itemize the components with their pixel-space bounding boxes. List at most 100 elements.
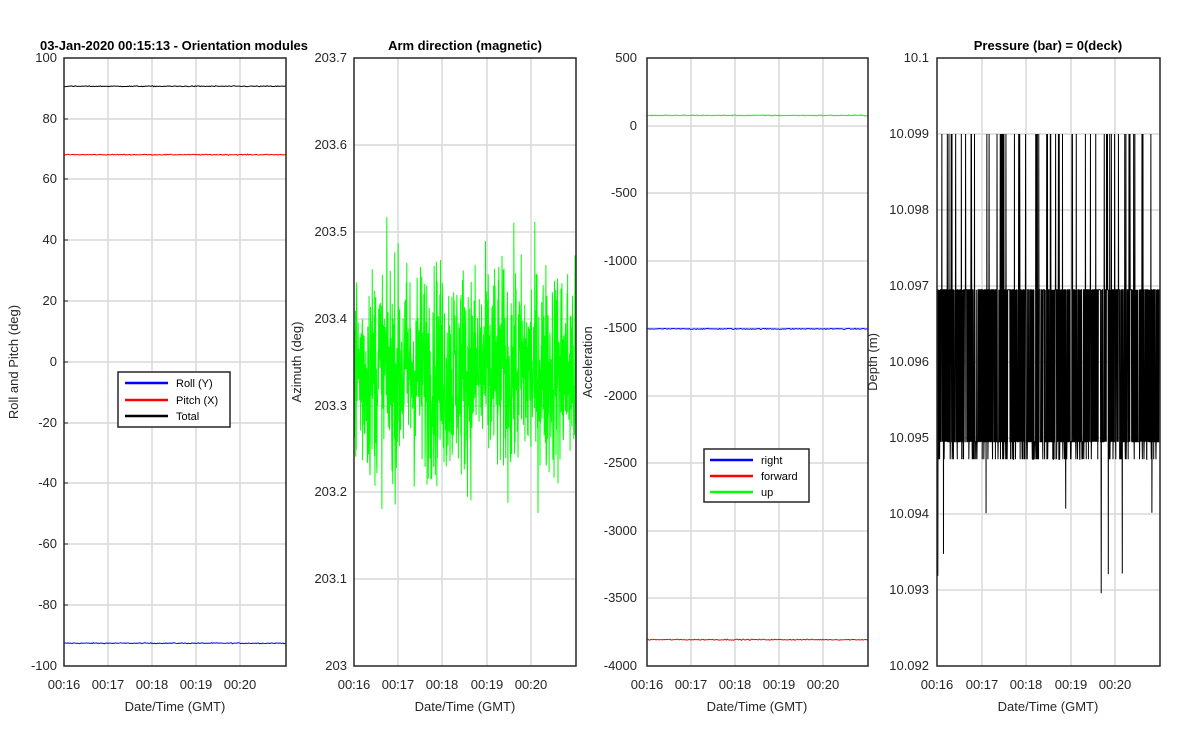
xtick-label: 00:20 [224,677,257,692]
ytick-label: 10.099 [889,126,929,141]
panel-pressure: Pressure (bar) = 0(deck) 10.1 10.099 10.… [865,38,1161,714]
panel-1-ytick-marks [64,57,68,667]
panel-3-axes-box [646,57,869,667]
panel-4-axes-box [936,57,1161,667]
ytick-label: -4000 [604,658,637,673]
panel-1-yticks: 100 80 60 40 20 0 -20 -40 -60 -80 -100 [31,50,57,673]
ytick-label: -3500 [604,590,637,605]
ytick-label: 10.092 [889,658,929,673]
panel-1-grid [64,58,286,666]
ytick-label: 10.093 [889,582,929,597]
ytick-label: -1000 [604,253,637,268]
xtick-label: 00:20 [807,677,840,692]
xtick-label: 00:19 [471,677,504,692]
panel-orientation: 03-Jan-2020 00:15:13 - Orientation modul… [6,38,308,714]
series-right-line [646,327,869,331]
panel-1-xticks: 00:16 00:17 00:18 00:19 00:20 [48,677,257,692]
ytick-label: -3000 [604,523,637,538]
panel-3-xlabel: Date/Time (GMT) [707,699,808,714]
series-roll-line [63,642,287,645]
ytick-label: 203 [325,658,347,673]
ytick-label: 10.095 [889,430,929,445]
xtick-label: 00:16 [48,677,81,692]
ytick-label: -60 [38,536,57,551]
ytick-label: 80 [43,111,57,126]
ytick-label: -20 [38,415,57,430]
ytick-label: 500 [615,50,637,65]
ytick-label: 0 [630,118,637,133]
panel-1-xlabel: Date/Time (GMT) [125,699,226,714]
panel-3-ylabel: Acceleration [580,326,595,398]
xtick-label: 00:18 [1010,677,1043,692]
xtick-label: 00:18 [426,677,459,692]
ytick-label: -2500 [604,455,637,470]
legend-label-total: Total [176,411,199,423]
panel-3-grid [647,58,868,666]
ytick-label: 40 [43,232,57,247]
series-depth-line [936,133,1161,594]
ytick-label: 203.7 [314,50,347,65]
legend-label-up: up [761,487,773,499]
ytick-label: 60 [43,171,57,186]
ytick-label: 203.3 [314,398,347,413]
panel-4-title: Pressure (bar) = 0(deck) [974,38,1122,53]
series-forward-line [646,638,869,641]
ytick-label: 0 [50,354,57,369]
xtick-label: 00:17 [966,677,999,692]
xtick-label: 00:20 [515,677,548,692]
legend-label-roll: Roll (Y) [176,378,213,390]
ytick-label: -2000 [604,388,637,403]
ytick-label: -1500 [604,320,637,335]
legend-label-forward: forward [761,471,798,483]
ytick-label: 10.096 [889,354,929,369]
panel-1-title: 03-Jan-2020 00:15:13 - Orientation modul… [40,38,308,53]
xtick-label: 00:20 [1099,677,1132,692]
ytick-label: 203.1 [314,571,347,586]
series-total-line [63,85,287,88]
xtick-label: 00:18 [719,677,752,692]
panel-2-ylabel: Azimuth (deg) [289,322,304,403]
ytick-label: -80 [38,597,57,612]
panel-2-axes-box [353,57,577,667]
xtick-label: 00:16 [631,677,664,692]
panel-4-xticks: 00:16 00:17 00:18 00:19 00:20 [921,677,1132,692]
ytick-label: 203.2 [314,484,347,499]
ytick-label: 203.5 [314,224,347,239]
series-pitch-line [63,153,287,156]
ytick-label: -40 [38,475,57,490]
ytick-label: 100 [35,50,57,65]
ytick-label: 203.4 [314,311,347,326]
ytick-label: 10.097 [889,278,929,293]
panel-2-yticks: 203.7 203.6 203.5 203.4 203.3 203.2 203.… [314,50,347,673]
ytick-label: 10.1 [904,50,929,65]
xtick-label: 00:17 [675,677,708,692]
ytick-label: -100 [31,658,57,673]
series-up-line [646,114,869,117]
legend-label-pitch: Pitch (X) [176,395,218,407]
xtick-label: 00:18 [136,677,169,692]
ytick-label: 20 [43,293,57,308]
panel-3-yticks: 500 0 -500 -1000 -1500 -2000 -2500 -3000… [604,50,637,673]
xtick-label: 00:19 [763,677,796,692]
panel-4-ylabel: Depth (m) [865,333,880,391]
panel-2-xlabel: Date/Time (GMT) [415,699,516,714]
panel-1-legend: Roll (Y) Pitch (X) Total [117,371,231,428]
panel-2-title: Arm direction (magnetic) [388,38,542,53]
xtick-label: 00:17 [382,677,415,692]
ytick-label: -500 [611,185,637,200]
series-azimuth-line [353,217,577,513]
panel-3-legend: right forward up [703,448,810,503]
panel-4-yticks: 10.1 10.099 10.098 10.097 10.096 10.095 … [889,50,929,673]
xtick-label: 00:16 [338,677,371,692]
panel-4-xlabel: Date/Time (GMT) [998,699,1099,714]
panel-2-xticks: 00:16 00:17 00:18 00:19 00:20 [338,677,548,692]
xtick-label: 00:17 [92,677,125,692]
legend-label-right: right [761,455,782,467]
ytick-label: 10.098 [889,202,929,217]
xtick-label: 00:16 [921,677,954,692]
xtick-label: 00:19 [1055,677,1088,692]
panel-3-xticks: 00:16 00:17 00:18 00:19 00:20 [631,677,840,692]
panel-arm-direction: Arm direction (magnetic) 203.7 203.6 203… [289,38,577,714]
panel-acceleration: 500 0 -500 -1000 -1500 -2000 -2500 -3000… [580,50,869,714]
